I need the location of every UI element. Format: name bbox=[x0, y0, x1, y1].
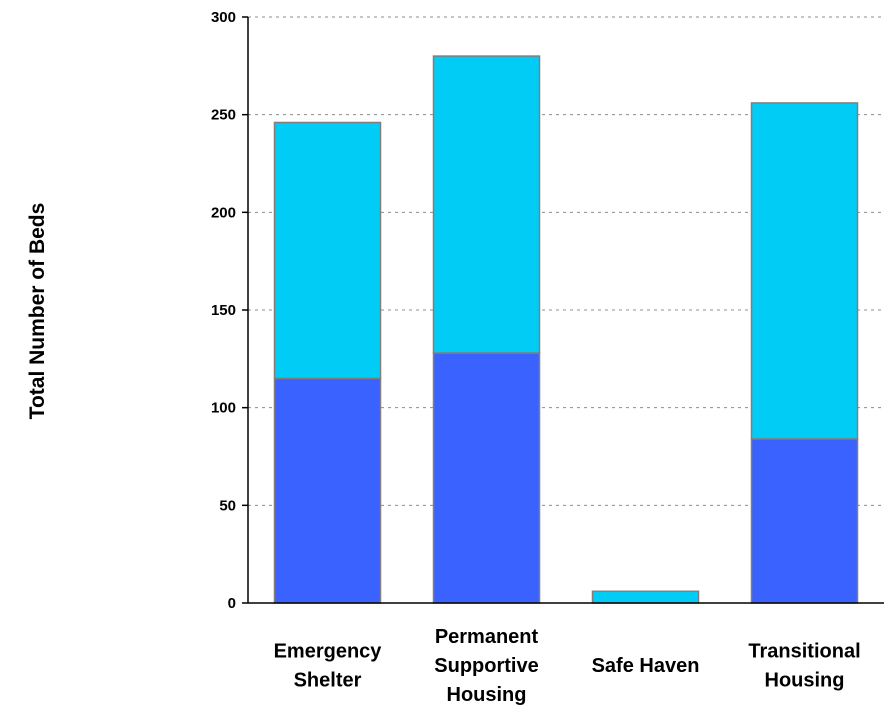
y-tick-label-250: 250 bbox=[211, 107, 236, 124]
bars bbox=[273, 55, 859, 604]
category-label-0-line1: Shelter bbox=[294, 670, 362, 692]
bar-cat3-series0 bbox=[750, 438, 859, 604]
category-label-1-line1: Supportive bbox=[434, 655, 538, 677]
bar-cat1-series1 bbox=[432, 55, 541, 354]
category-label-2-line0: Safe Haven bbox=[592, 655, 700, 677]
y-tick-label-200: 200 bbox=[211, 204, 236, 221]
y-tick-label-300: 300 bbox=[211, 9, 236, 26]
y-tick-label-0: 0 bbox=[228, 595, 236, 612]
y-axis-title: Total Number of Beds bbox=[26, 203, 49, 420]
bar-cat3-series1 bbox=[750, 102, 859, 440]
bar-cat2-series1 bbox=[591, 590, 700, 604]
category-label-0-line0: Emergency bbox=[274, 641, 383, 663]
y-tick-labels: 0 50 100 150 200 250 300 bbox=[211, 9, 236, 612]
y-tick-label-150: 150 bbox=[211, 302, 236, 319]
category-labels: Emergency Shelter Permanent Supportive Housi… bbox=[274, 626, 861, 706]
category-label-1-line0: Permanent bbox=[435, 626, 539, 648]
category-label-3-line1: Housing bbox=[765, 670, 845, 692]
y-tick-label-100: 100 bbox=[211, 400, 236, 417]
bar-cat1-series0 bbox=[432, 352, 541, 604]
category-label-3-line0: Transitional bbox=[748, 641, 860, 663]
axes bbox=[242, 16, 884, 604]
bar-cat0-series0 bbox=[273, 377, 382, 604]
bar-cat0-series1 bbox=[273, 121, 382, 380]
y-tick-label-50: 50 bbox=[219, 497, 236, 514]
category-label-1-line2: Housing bbox=[447, 684, 527, 706]
